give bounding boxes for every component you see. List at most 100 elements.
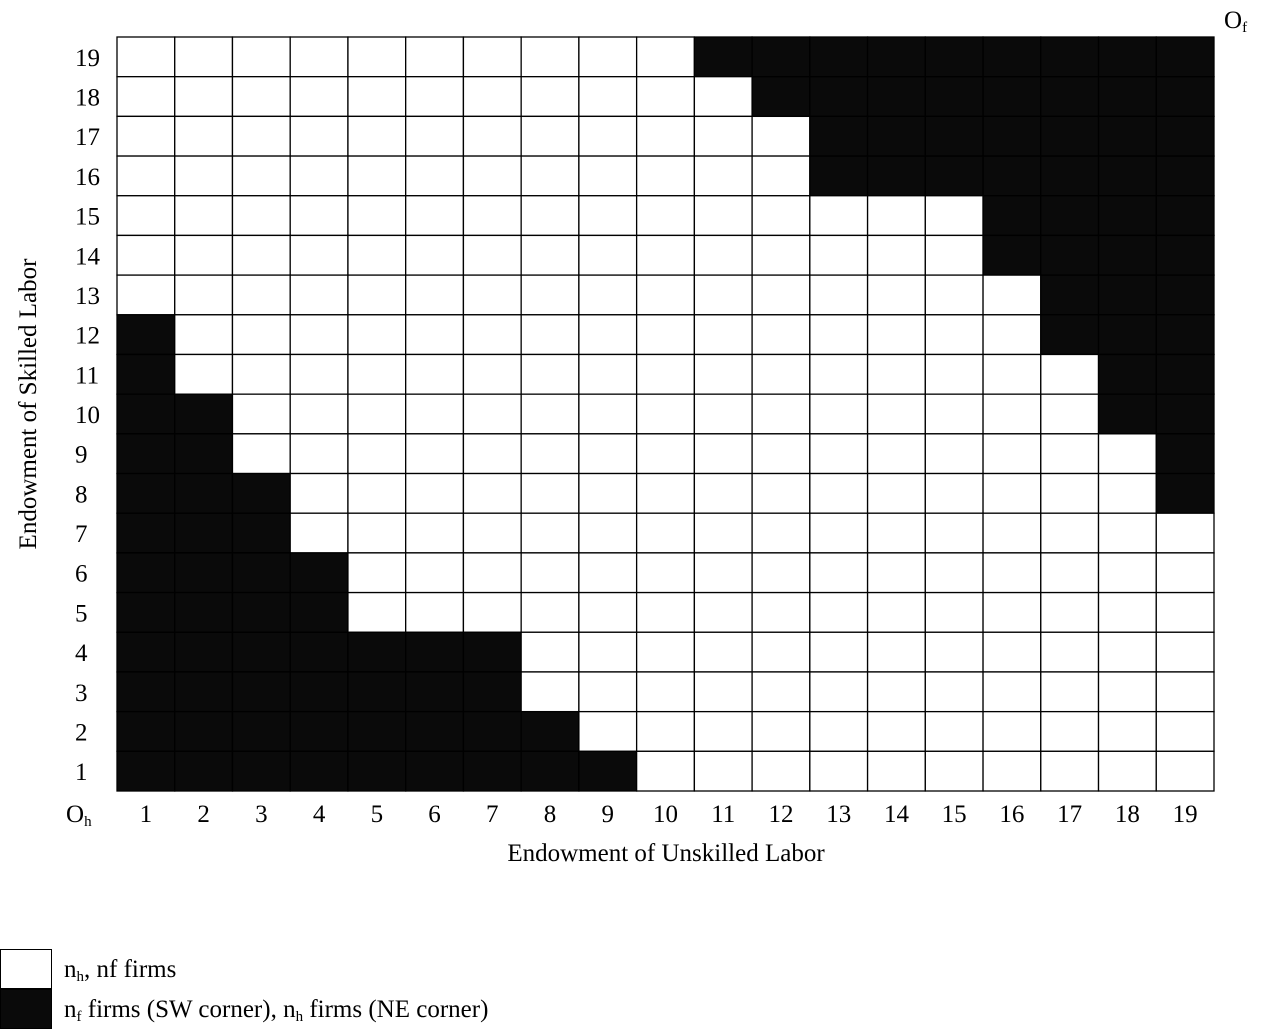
grid-cell-x17-y6: [1040, 552, 1100, 594]
grid-cell-x15-y13: [924, 274, 984, 316]
grid-cell-x11-y4: [693, 631, 753, 673]
x-tick-label: 17: [1057, 801, 1082, 828]
y-tick-label: 9: [75, 442, 88, 469]
y-axis-label: Endowment of Skilled Labor: [15, 258, 42, 550]
grid-cell-x16-y2: [982, 710, 1042, 752]
grid-cell-x1-y5: [116, 591, 176, 633]
grid-cell-x13-y4: [809, 631, 869, 673]
grid-cell-x3-y15: [231, 195, 291, 237]
legend-item-black: nf firms (SW corner), nh firms (NE corne…: [0, 989, 488, 1029]
grid-cell-x15-y7: [924, 512, 984, 554]
grid-cell-x19-y5: [1155, 591, 1215, 633]
grid-cell-x7-y14: [462, 234, 522, 276]
grid-cell-x5-y14: [347, 234, 407, 276]
grid-cell-x19-y12: [1155, 314, 1215, 356]
grid-cell-x10-y15: [635, 195, 696, 237]
grid-cell-x2-y14: [174, 234, 234, 276]
grid-cell-x6-y6: [405, 552, 465, 594]
grid-cell-x9-y2: [578, 710, 638, 752]
grid-cell-x6-y4: [405, 631, 465, 673]
grid-cell-x3-y1: [231, 750, 291, 792]
grid-cell-x12-y14: [751, 234, 811, 276]
grid-cell-x16-y4: [982, 631, 1042, 673]
grid-cell-x15-y11: [924, 353, 984, 395]
grid-cell-x19-y15: [1155, 195, 1215, 237]
origin-home-label: Oh: [66, 801, 92, 830]
grid-cell-x18-y19: [1097, 36, 1157, 78]
grid-cell-x13-y17: [809, 115, 869, 157]
grid-cell-x19-y9: [1155, 433, 1215, 475]
grid-cell-x4-y10: [289, 393, 349, 435]
grid-cell-x3-y14: [231, 234, 291, 276]
grid-cell-x8-y2: [520, 710, 580, 752]
grid-cell-x1-y10: [116, 393, 176, 435]
grid-cell-x11-y14: [693, 234, 753, 276]
grid-cell-x4-y16: [289, 155, 349, 197]
grid-cell-x9-y7: [578, 512, 638, 554]
grid-cell-x1-y6: [116, 552, 176, 594]
grid-cell-x17-y17: [1040, 115, 1100, 157]
grid-cell-x3-y16: [231, 155, 291, 197]
grid-cell-x18-y7: [1097, 512, 1157, 554]
grid-cell-x2-y12: [174, 314, 234, 356]
grid-cell-x9-y13: [578, 274, 638, 316]
grid-cell-x1-y4: [116, 631, 176, 673]
grid-cell-x15-y3: [924, 671, 984, 713]
grid-cell-x7-y3: [462, 671, 522, 713]
grid-cell-x4-y4: [289, 631, 349, 673]
grid-cell-x2-y3: [174, 671, 234, 713]
grid-cell-x2-y1: [174, 750, 234, 792]
grid-cell-x18-y11: [1097, 353, 1157, 395]
grid-cell-x12-y15: [751, 195, 811, 237]
grid-cell-x11-y13: [693, 274, 753, 316]
grid-cell-x2-y16: [174, 155, 234, 197]
grid-cell-x9-y18: [578, 76, 638, 118]
grid-cell-x2-y18: [174, 76, 234, 118]
grid-cell-x15-y1: [924, 750, 984, 792]
grid-cell-x12-y13: [751, 274, 811, 316]
y-tick-label: 13: [75, 283, 100, 310]
grid-cell-x3-y2: [231, 710, 291, 752]
grid-cell-x14-y18: [866, 76, 926, 118]
grid-cell-x3-y12: [231, 314, 291, 356]
grid-cell-x14-y10: [866, 393, 926, 435]
x-tick-label: 1: [140, 801, 153, 828]
grid-cell-x12-y12: [751, 314, 811, 356]
grid-cell-x17-y10: [1040, 393, 1100, 435]
grid-cell-x5-y16: [347, 155, 407, 197]
x-tick-label: 7: [486, 801, 499, 828]
grid-cell-x3-y17: [231, 115, 291, 157]
grid-cell-x19-y4: [1155, 631, 1215, 673]
grid-cell-x6-y9: [405, 433, 465, 475]
grid-cell-x14-y3: [866, 671, 926, 713]
grid-cell-x5-y19: [347, 36, 407, 78]
grid-cell-x8-y5: [520, 591, 580, 633]
grid-cell-x5-y8: [347, 472, 407, 514]
grid-cell-x10-y13: [635, 274, 696, 316]
grid-cell-x19-y7: [1155, 512, 1215, 554]
grid-cell-x8-y19: [520, 36, 580, 78]
x-tick-label: 15: [942, 801, 967, 828]
grid-cell-x10-y9: [635, 433, 696, 475]
grid-cell-x8-y15: [520, 195, 580, 237]
grid-cell-x8-y17: [520, 115, 580, 157]
grid-cell-x19-y18: [1155, 76, 1215, 118]
x-axis-label: Endowment of Unskilled Labor: [507, 840, 825, 867]
grid-cell-x13-y5: [809, 591, 869, 633]
grid-cell-x11-y10: [693, 393, 753, 435]
x-tick-label: 10: [653, 801, 678, 828]
grid-cell-x19-y10: [1155, 393, 1215, 435]
x-tick-label: 12: [768, 801, 793, 828]
grid-cell-x14-y4: [866, 631, 926, 673]
grid-cell-x5-y5: [347, 591, 407, 633]
grid-cell-x11-y15: [693, 195, 753, 237]
grid-cell-x19-y6: [1155, 552, 1215, 594]
grid-cell-x2-y6: [174, 552, 234, 594]
grid-cell-x18-y5: [1097, 591, 1157, 633]
grid-cell-x12-y4: [751, 631, 811, 673]
grid-cell-x17-y7: [1040, 512, 1100, 554]
grid-cell-x13-y8: [809, 472, 869, 514]
x-tick-labels: 1 2 3 4 5 6 7 8 9 10 11 12 13 14 15 16 17 18 19: [140, 801, 1198, 828]
grid-cell-x12-y5: [751, 591, 811, 633]
